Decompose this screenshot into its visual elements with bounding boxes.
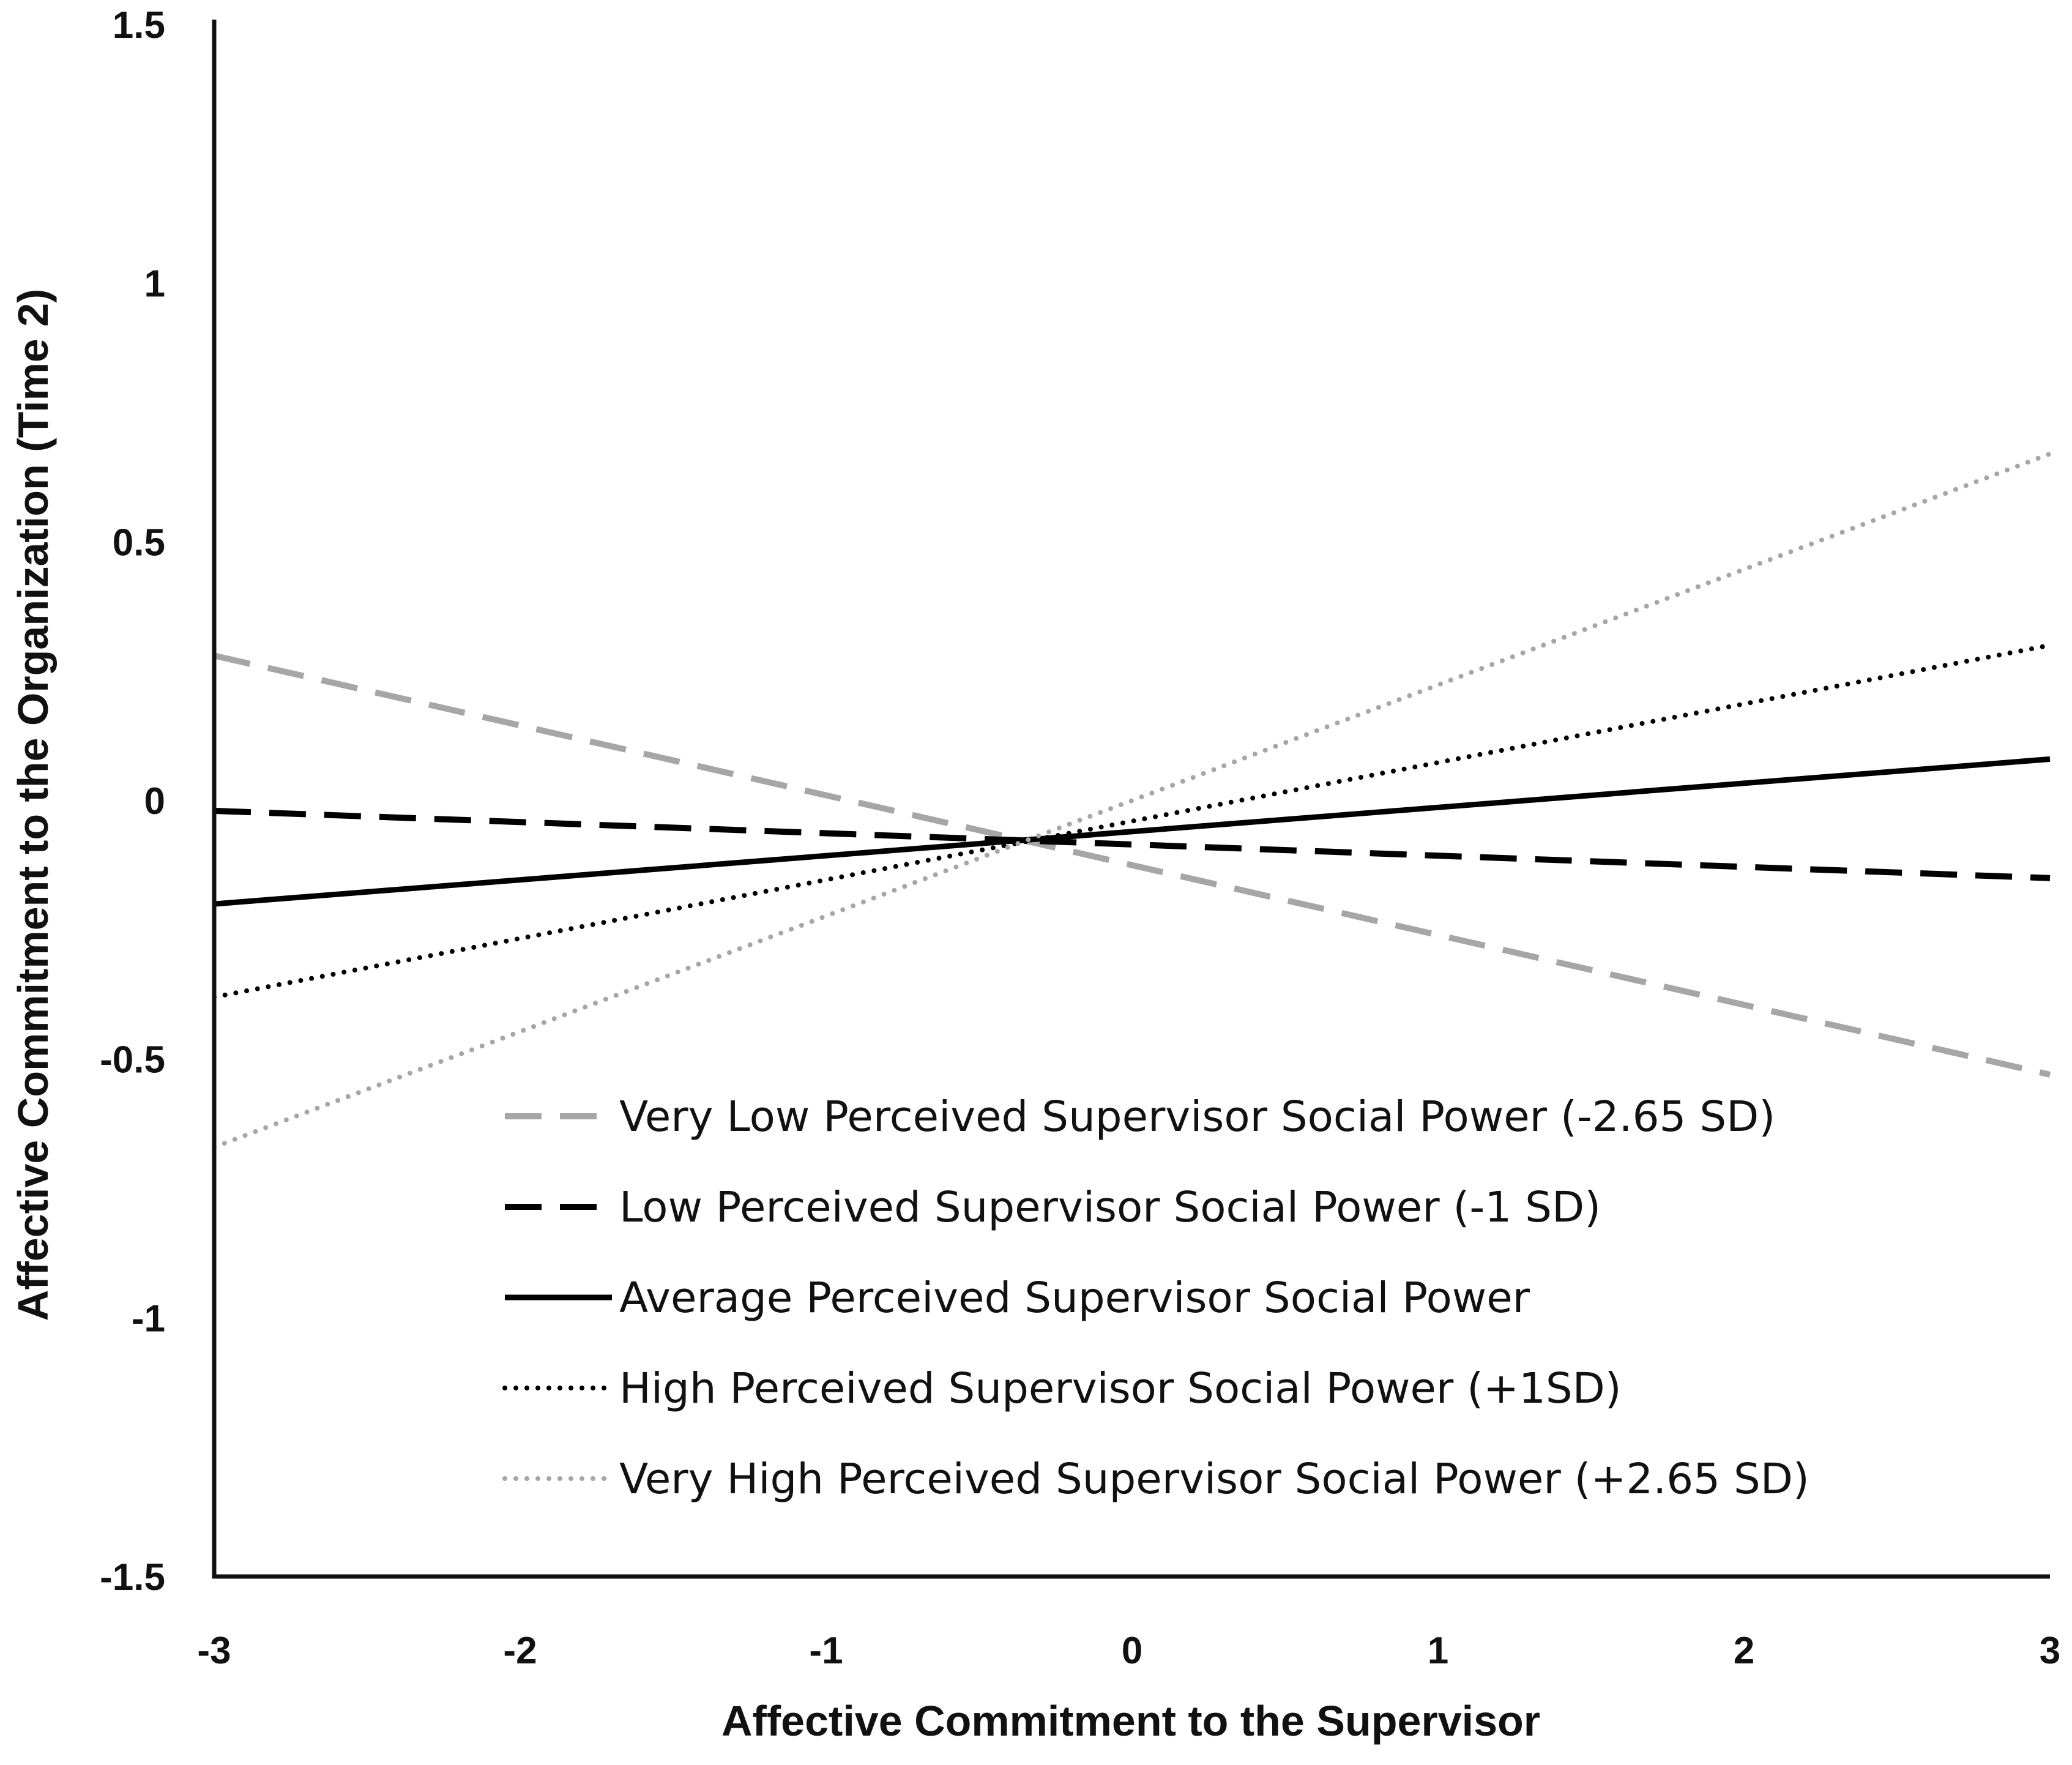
- legend: Very Low Perceived Supervisor Social Pow…: [502, 1092, 1809, 1504]
- y-tick-label: 1: [144, 263, 165, 305]
- legend-label-4: High Perceived Supervisor Social Power (…: [619, 1364, 1622, 1413]
- legend-label-3: Average Perceived Supervisor Social Powe…: [619, 1274, 1530, 1323]
- x-tick-label: 0: [1122, 1630, 1142, 1672]
- series-line-2: [214, 807, 2051, 881]
- x-tick-label: 1: [1428, 1630, 1448, 1672]
- x-tick-label: 3: [2040, 1630, 2060, 1672]
- y-tick-label: 0.5: [113, 521, 165, 564]
- legend-label-1: Very Low Perceived Supervisor Social Pow…: [619, 1092, 1775, 1141]
- series-line-4: [212, 643, 2052, 1000]
- x-axis-title: Affective Commitment to the Supervisor: [721, 1697, 1540, 1745]
- y-tick-label: -1.5: [100, 1556, 165, 1599]
- y-tick-label: 1.5: [113, 4, 165, 47]
- series-line-1: [213, 652, 2051, 1078]
- legend-label-2: Low Perceived Supervisor Social Power (-…: [619, 1183, 1601, 1232]
- tick-labels: 1.5 1 0.5 0 -0.5 -1 -1.5 -3 -2 -1 0 1 2 3: [100, 4, 2060, 1672]
- x-tick-label: -2: [503, 1630, 537, 1672]
- legend-label-5: Very High Perceived Supervisor Social Po…: [619, 1455, 1809, 1504]
- series-layer: [212, 451, 2052, 1150]
- y-tick-label: -1: [132, 1297, 165, 1340]
- x-tick-label: -1: [809, 1630, 843, 1672]
- axes: [212, 20, 2050, 1579]
- y-axis-title: Affective Commitment to the Organization…: [9, 289, 57, 1321]
- y-tick-label: 0: [144, 780, 165, 823]
- x-tick-label: 2: [1734, 1630, 1754, 1672]
- series-line-3: [214, 756, 2051, 907]
- x-tick-label: -3: [197, 1630, 231, 1672]
- y-tick-label: -0.5: [100, 1039, 165, 1081]
- series-line-5: [212, 451, 2052, 1150]
